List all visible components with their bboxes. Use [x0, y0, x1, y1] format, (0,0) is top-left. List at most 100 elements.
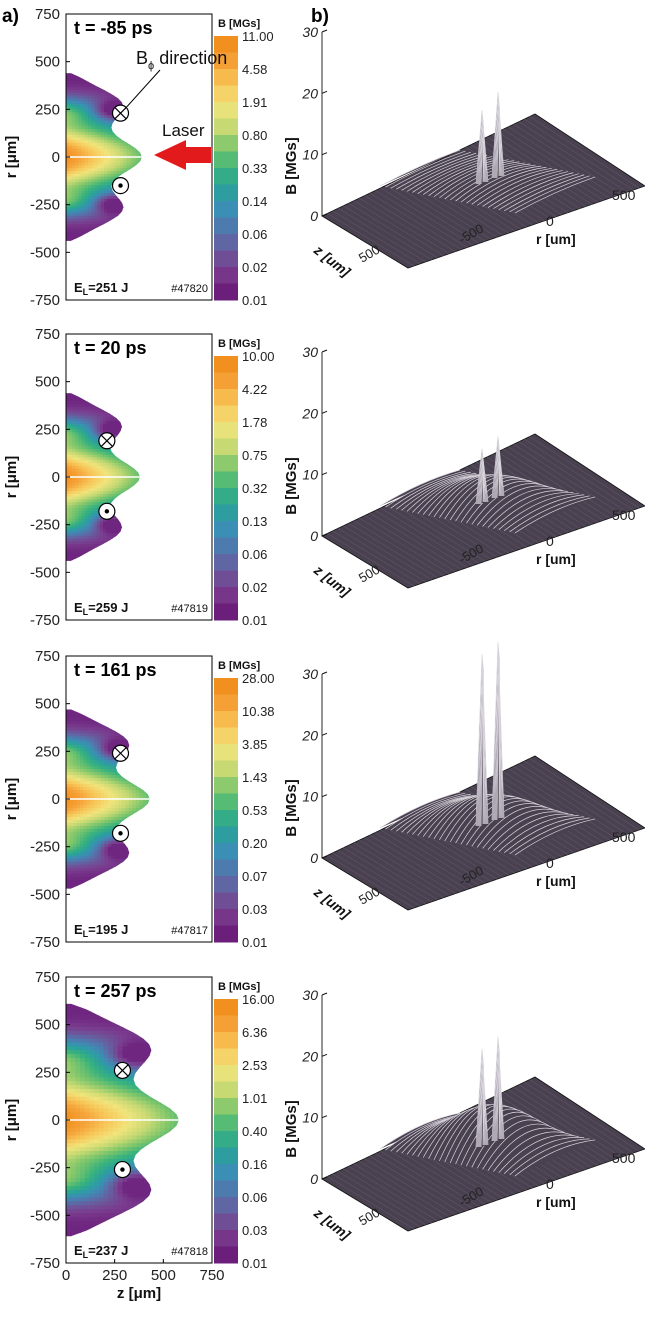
heatmap-cell: [135, 825, 140, 830]
heatmap-cell: [91, 162, 96, 166]
heatmap-cell: [93, 541, 98, 545]
heatmap-cell: [72, 201, 77, 206]
heatmap-cell: [100, 805, 105, 809]
heatmap-cell: [118, 879, 123, 884]
heatmap-cell: [104, 763, 109, 767]
heatmap-cell: [107, 828, 112, 833]
heatmap-cell: [76, 858, 81, 863]
energy-subscript: L: [83, 929, 89, 939]
heatmap-cell: [69, 805, 74, 809]
heatmap-cell: [93, 834, 98, 839]
heatmap-cell: [93, 754, 98, 758]
heatmap-cell: [94, 238, 99, 241]
heatmap-cell: [76, 849, 81, 854]
heatmap-cell: [107, 187, 111, 192]
heatmap-cell: [127, 555, 132, 559]
heatmap-cell: [98, 1232, 105, 1237]
heatmap-cell: [118, 393, 123, 397]
heatmap-cell: [103, 491, 107, 495]
heatmap-cell: [89, 1151, 95, 1156]
heatmap-cell: [84, 454, 89, 458]
heatmap-cell: [98, 1143, 105, 1148]
heatmap-cell: [112, 407, 116, 411]
heatmap-cell: [66, 123, 70, 127]
heatmap-cell: [86, 813, 91, 818]
heatmap-cell: [114, 864, 119, 869]
heatmap-cell: [75, 1112, 81, 1117]
heatmap-cell: [118, 474, 123, 478]
heatmap-cell: [94, 165, 99, 169]
heatmap-cell: [139, 709, 144, 713]
heatmap-cell: [100, 831, 105, 836]
heatmap-cell: [142, 802, 147, 806]
heatmap-cell: [139, 822, 144, 827]
heatmap-cell: [72, 75, 77, 80]
heatmap-cell: [112, 521, 116, 526]
heatmap-cell: [98, 1011, 105, 1016]
colorbar-tick-label: 0.02: [242, 580, 267, 595]
heatmap-cell: [107, 733, 112, 737]
heatmap-cell: [69, 106, 73, 111]
heatmap-cell: [97, 831, 102, 836]
heatmap-cell: [84, 1065, 91, 1071]
heatmap-cell: [109, 395, 113, 400]
heatmap-cell: [107, 109, 111, 113]
heatmap-cell: [97, 778, 102, 782]
heatmap-cell: [94, 75, 99, 80]
heatmap-cell: [106, 407, 110, 411]
heatmap-cell: [96, 451, 101, 456]
heatmap-cell: [96, 477, 101, 481]
heatmap-cell: [106, 524, 110, 528]
heatmap-cell: [66, 538, 70, 542]
heatmap-cell: [66, 1193, 72, 1199]
y-tick-label: -750: [30, 934, 60, 951]
heatmap-cell: [93, 465, 98, 470]
heatmap-cell: [107, 849, 112, 854]
heatmap-cell: [86, 840, 91, 845]
heatmap-cell: [69, 454, 73, 458]
heatmap-cell: [132, 802, 137, 806]
heatmap-cell: [73, 748, 78, 752]
heatmap-cell: [80, 1081, 86, 1086]
heatmap-cell: [99, 412, 104, 417]
heatmap-cell: [100, 742, 105, 746]
heatmap-cell: [93, 864, 98, 869]
heatmap-cell: [84, 507, 89, 512]
heatmap-cell: [146, 876, 150, 881]
heatmap-cell: [130, 513, 135, 517]
heatmap-cell: [97, 870, 102, 875]
heatmap-cell: [75, 1224, 81, 1230]
heatmap-cell: [100, 182, 105, 186]
heatmap-cell: [93, 538, 98, 542]
heatmap-cell: [81, 137, 86, 141]
heatmap-cell: [132, 757, 137, 761]
heatmap-cell: [107, 193, 111, 197]
heatmap-cell: [66, 499, 70, 503]
heatmap-cell: [135, 162, 140, 166]
heatmap-cell: [114, 867, 119, 872]
heatmap-cell: [132, 218, 137, 222]
heatmap-cell: [133, 546, 138, 551]
colorbar-segment: [214, 168, 238, 185]
heatmap-cell: [104, 204, 108, 208]
heatmap-cell: [89, 1154, 95, 1160]
heatmap-cell: [107, 148, 111, 152]
heatmap-cell: [66, 709, 71, 713]
heatmap-cell: [104, 846, 109, 851]
heatmap-cell: [73, 808, 78, 812]
heatmap-cell: [122, 218, 127, 222]
heatmap-cell: [109, 429, 113, 433]
heatmap-cell: [94, 1034, 100, 1040]
heatmap-cell: [112, 412, 116, 417]
heatmap-cell: [114, 742, 119, 746]
heatmap-cell: [119, 131, 124, 136]
heatmap-cell: [70, 1003, 76, 1009]
heatmap-cell: [128, 840, 133, 845]
heatmap-cell: [66, 95, 70, 99]
heatmap-cell: [93, 496, 98, 500]
heatmap-cell: [66, 232, 70, 236]
heatmap-cell: [124, 423, 129, 428]
heatmap-cell: [138, 157, 142, 161]
heatmap-cell: [88, 165, 92, 169]
heatmap-cell: [75, 134, 80, 138]
